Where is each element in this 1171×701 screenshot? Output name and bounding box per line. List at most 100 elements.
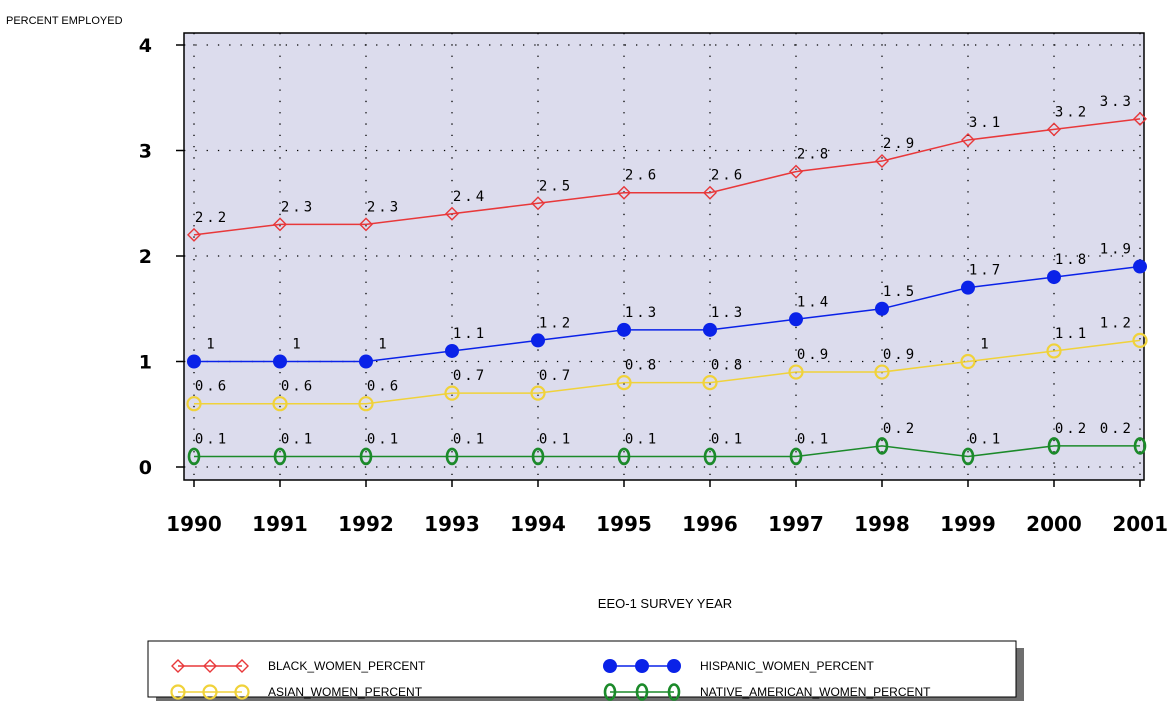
legend-item: BLACK_WOMEN_PERCENT (171, 659, 426, 673)
data-label: 0.2 (1055, 421, 1089, 437)
data-label: 1.8 (1055, 252, 1089, 268)
y-tick-label: 2 (139, 246, 152, 268)
data-label: 1.7 (969, 263, 1003, 279)
y-tick-label: 0 (139, 457, 152, 479)
data-point (789, 312, 803, 327)
data-point (359, 447, 373, 466)
data-label: 0.1 (969, 431, 1003, 447)
legend-box (147, 640, 1017, 698)
data-label: 3.1 (969, 115, 1003, 131)
data-label: 1.3 (711, 305, 745, 321)
data-point (273, 354, 287, 369)
x-tick-label: 1999 (940, 512, 996, 536)
x-tick-label: 1991 (252, 512, 308, 536)
series-line (194, 265, 1141, 363)
y-axis-ticks: 0 1 2 3 4 (139, 35, 184, 479)
x-tick-label: 2000 (1026, 512, 1082, 536)
data-point (617, 185, 631, 200)
data-label: 0.2 (1100, 421, 1134, 437)
data-label: 0.6 (367, 379, 401, 395)
data-point (617, 322, 631, 337)
data-label: 0.8 (711, 358, 745, 374)
series-group: 2.22.3 2.32.42.52.6 2.62.82.93.13.23.31 1 11… (186, 94, 1148, 466)
data-label: 2.4 (453, 189, 487, 205)
x-tick-label: 1992 (338, 512, 394, 536)
data-point (961, 447, 975, 466)
data-point (531, 333, 545, 348)
data-point (960, 353, 976, 370)
data-point (359, 354, 373, 369)
x-tick-label: 1993 (424, 512, 480, 536)
data-point (1132, 332, 1148, 348)
legend-marker (202, 684, 218, 700)
data-label: 1.2 (539, 315, 573, 331)
data-label: 0.1 (367, 431, 401, 447)
data-point (1047, 437, 1061, 455)
legend-marker (234, 684, 250, 700)
x-axis-ticks: 1990 1991 1992 1993 1994 1995 1996 1997 1998 1999… (166, 480, 1168, 536)
x-tick-label: 1990 (166, 512, 222, 536)
data-label: 1 (378, 337, 389, 353)
data-point (273, 447, 287, 466)
series-line (194, 339, 1141, 405)
data-point (789, 164, 803, 179)
data-point (445, 447, 459, 466)
data-point (359, 217, 373, 232)
data-label: 0.7 (453, 368, 487, 384)
data-label: 1.1 (453, 326, 487, 342)
x-tick-label: 1997 (768, 512, 824, 536)
data-point (272, 396, 288, 412)
data-point (1133, 437, 1147, 455)
data-label: 1.4 (797, 294, 831, 310)
data-point (702, 375, 718, 391)
data-point (186, 396, 202, 412)
data-point (788, 364, 804, 380)
legend-marker (603, 683, 617, 701)
data-label: 2.2 (195, 210, 229, 226)
plot-area (183, 32, 1145, 481)
legend-marker (603, 659, 617, 673)
data-point (617, 447, 631, 466)
data-point (530, 385, 546, 401)
data-point (358, 396, 374, 412)
data-label: 3.2 (1055, 104, 1089, 120)
data-point (445, 343, 459, 358)
data-label: 0.7 (539, 368, 573, 384)
data-point (1133, 111, 1147, 126)
legend-marker (667, 683, 681, 701)
legend-label: BLACK_WOMEN_PERCENT (268, 659, 426, 673)
legend-marker (667, 659, 681, 673)
legend-item: NATIVE_AMERICAN_WOMEN_PERCENT (603, 683, 931, 701)
y-axis-label: PERCENT EMPLOYED (6, 15, 123, 27)
legend-label: HISPANIC_WOMEN_PERCENT (700, 659, 874, 673)
data-label: 0.1 (711, 431, 745, 447)
y-tick-label: 4 (139, 35, 152, 57)
legend-marker (635, 683, 649, 701)
data-label: 1.5 (883, 284, 917, 300)
data-point (1046, 343, 1062, 359)
data-point (1047, 122, 1061, 137)
legend-label: NATIVE_AMERICAN_WOMEN_PERCENT (700, 685, 931, 699)
data-label: 0.1 (625, 431, 659, 447)
data-point (789, 447, 803, 466)
data-label: 0.8 (625, 358, 659, 374)
legend-marker (635, 659, 649, 673)
data-label: 0.2 (883, 421, 917, 437)
data-label: 2.9 (883, 136, 917, 152)
x-tick-label: 1998 (854, 512, 910, 536)
data-point (703, 322, 717, 337)
data-label: 1.9 (1100, 242, 1134, 258)
legend-marker (235, 659, 249, 673)
data-label: 0.1 (281, 431, 315, 447)
y-tick-label: 3 (139, 141, 152, 163)
x-tick-label: 1994 (510, 512, 566, 536)
legend-label: ASIAN_WOMEN_PERCENT (268, 685, 423, 699)
data-point (1133, 259, 1147, 274)
data-point (531, 447, 545, 466)
data-point (875, 437, 889, 455)
data-label: 1.1 (1055, 326, 1089, 342)
data-label: 2.6 (625, 168, 659, 184)
series-2: 0.6 0.6 0.6 0.7 0.7 0.8 0.8 0.9 0.9 1 1.1 1.2 (186, 315, 1148, 412)
series-line (193, 118, 1141, 236)
